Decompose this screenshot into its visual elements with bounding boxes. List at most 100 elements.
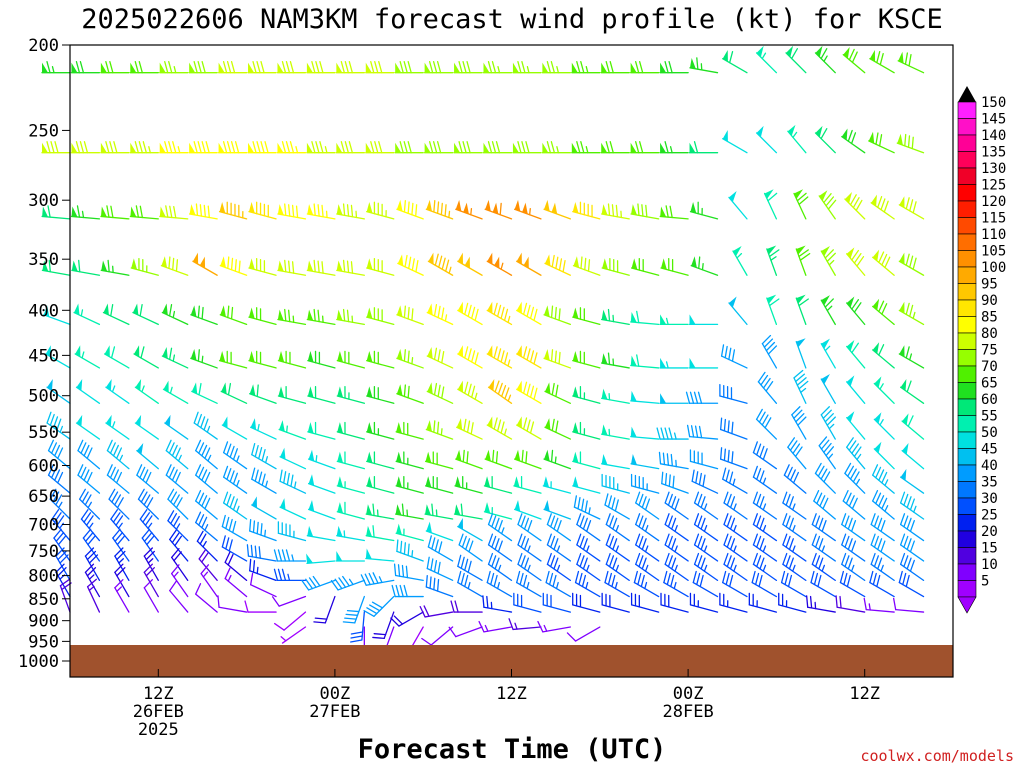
y-tick-label: 1000 xyxy=(18,652,59,672)
wind-barb-shaft xyxy=(365,579,395,586)
wind-barb-flag xyxy=(870,533,876,546)
wind-barb-flag xyxy=(246,544,250,557)
wind-barb-pennant xyxy=(660,314,667,325)
wind-barb-flag xyxy=(785,515,791,528)
wind-barb xyxy=(766,245,780,276)
wind-barb-flag xyxy=(844,515,850,528)
wind-barb-halfflag xyxy=(588,507,591,515)
wind-barb xyxy=(898,345,925,369)
wind-barb-halfflag xyxy=(855,478,861,486)
wind-barb-flag xyxy=(825,446,835,457)
wind-barb-shaft xyxy=(249,393,277,404)
wind-barb xyxy=(841,552,866,581)
wind-barb xyxy=(605,552,630,581)
wind-barb-flag xyxy=(635,533,641,546)
wind-barb-shaft xyxy=(601,485,630,494)
wind-barb xyxy=(219,305,248,326)
wind-barb-shaft xyxy=(516,309,542,326)
wind-barb-pennant xyxy=(425,504,431,516)
wind-barb xyxy=(306,525,336,542)
wind-barb xyxy=(360,572,395,586)
wind-barb-halfflag xyxy=(884,505,889,512)
wind-barb xyxy=(573,495,601,520)
wind-barb-flag xyxy=(826,416,836,426)
wind-barb-pennant xyxy=(846,247,855,259)
wind-barb-flag xyxy=(140,346,145,359)
wind-barb-flag xyxy=(497,540,503,553)
wind-barb-flag xyxy=(458,533,464,546)
wind-barb-shaft xyxy=(793,377,807,404)
wind-barb-flag xyxy=(273,622,285,631)
wind-barb-halfflag xyxy=(348,578,354,586)
wind-barb-pennant xyxy=(189,204,196,216)
wind-barb xyxy=(43,305,71,326)
wind-barb-flag xyxy=(550,349,554,362)
wind-barb-halfflag xyxy=(448,210,451,219)
wind-barb-flag xyxy=(702,474,706,488)
wind-barb-flag xyxy=(313,203,316,217)
wind-barb xyxy=(780,570,807,598)
wind-barb-shaft xyxy=(324,595,336,624)
wind-barb-flag xyxy=(537,620,544,633)
wind-barb-shaft xyxy=(134,422,159,440)
wind-barb-flag xyxy=(752,491,758,504)
wind-barb-flag xyxy=(762,377,771,389)
wind-barb-halfflag xyxy=(732,478,736,486)
wind-barb xyxy=(250,572,277,598)
wind-barb-flag xyxy=(811,533,817,546)
wind-barb-flag xyxy=(508,618,514,631)
colorbar-label: 90 xyxy=(981,293,998,309)
wind-barb-flag xyxy=(726,535,732,548)
wind-barb-pennant xyxy=(366,504,373,516)
wind-barb xyxy=(336,476,365,494)
wind-barb-flag xyxy=(641,538,647,551)
wind-barb-flag xyxy=(366,607,378,615)
wind-barb-flag xyxy=(114,547,124,557)
wind-barb-flag xyxy=(726,493,732,506)
wind-barb-flag xyxy=(763,338,774,348)
wind-barb-flag xyxy=(612,538,618,551)
wind-barb xyxy=(693,491,719,520)
wind-barb-flag xyxy=(668,61,673,74)
wind-barb-shaft xyxy=(787,130,807,154)
wind-barb-pennant xyxy=(336,204,343,216)
wind-barb-flag xyxy=(172,494,180,506)
wind-barb-flag xyxy=(464,574,469,588)
wind-barb-pennant xyxy=(660,393,667,404)
wind-barb xyxy=(752,552,778,581)
wind-barb xyxy=(805,595,836,613)
wind-barb-flag xyxy=(546,513,552,526)
wind-barb-pennant xyxy=(162,347,168,359)
wind-barb-flag xyxy=(908,54,912,67)
wind-barb-flag xyxy=(850,519,857,533)
wind-barb-pennant xyxy=(366,525,373,537)
wind-barb xyxy=(752,491,778,520)
wind-barb-flag xyxy=(495,141,501,154)
wind-barb-halfflag xyxy=(440,428,443,436)
wind-barb-flag xyxy=(756,493,762,506)
wind-barb-shaft xyxy=(162,388,189,404)
wind-barb-pennant xyxy=(76,414,83,427)
wind-barb-flag xyxy=(195,511,202,524)
wind-barb xyxy=(192,252,218,276)
wind-barb-halfflag xyxy=(585,581,589,590)
wind-barb-flag xyxy=(667,493,673,506)
wind-barb-shaft xyxy=(752,502,778,520)
wind-barb-flag xyxy=(321,204,324,218)
wind-barb-flag xyxy=(284,308,287,322)
colorbar-label: 120 xyxy=(981,194,1006,210)
wind-barb xyxy=(365,503,395,520)
wind-barb xyxy=(630,61,660,74)
wind-barb-flag xyxy=(581,498,585,512)
wind-barb-pennant xyxy=(277,309,284,321)
wind-barb xyxy=(165,439,189,470)
wind-barb-flag xyxy=(555,420,559,433)
wind-barb-flag xyxy=(877,196,883,209)
wind-barb-halfflag xyxy=(264,456,268,464)
wind-barb xyxy=(455,199,483,220)
wind-barb-flag xyxy=(360,574,367,586)
wind-barb-flag xyxy=(752,441,758,454)
wind-barb xyxy=(546,552,572,581)
wind-barb-shaft xyxy=(813,500,836,520)
wind-barb-flag xyxy=(401,564,405,578)
